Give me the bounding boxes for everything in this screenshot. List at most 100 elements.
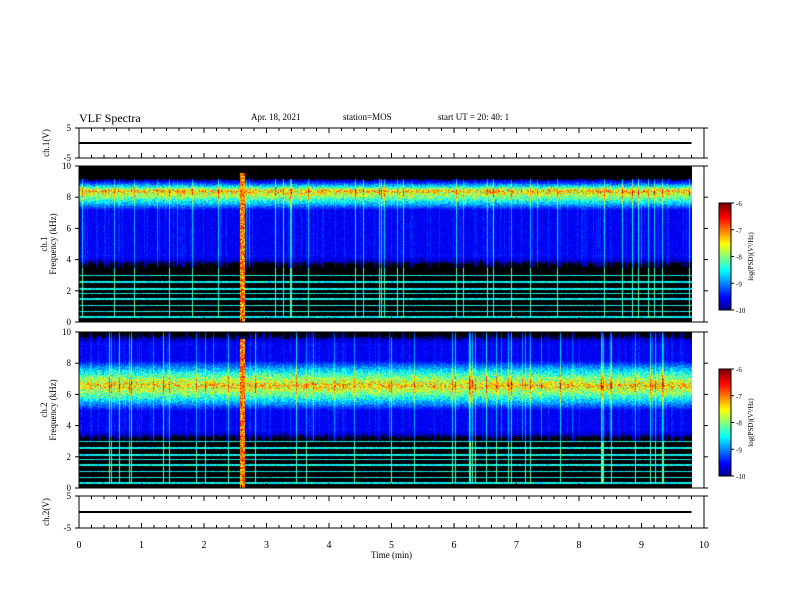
colorbar-cell [719,440,731,443]
colorbar-cell [719,438,731,441]
colorbar-cell [719,467,731,470]
colorbar-tick-label: -9 [736,446,742,454]
colorbar-cell [719,268,731,272]
colorbar-cell [719,227,731,231]
station-label: station=MOS [343,112,392,122]
colorbar-cell [719,456,731,459]
colorbar-cell [719,288,731,291]
colorbar-tick-label: -9 [736,280,742,288]
colorbar-cell [719,468,731,472]
colorbar-cell [719,226,731,229]
colorbar-cell [719,402,731,406]
colorbar-cell [719,208,731,211]
y-tick-label: -5 [64,523,72,533]
colorbar-tick-label: -7 [736,393,742,401]
y-tick-label: 5 [67,123,72,133]
colorbar-cell [719,272,731,275]
colorbar-cell [719,383,731,386]
colorbar-cell [719,372,731,375]
colorbar-cell [719,395,731,399]
colorbar-cell [719,286,731,290]
ch1-waveform-ylabel: ch.1(V) [41,129,51,157]
y-tick-label: -5 [64,153,72,163]
colorbar-cell [719,461,731,465]
colorbar-cell [719,220,731,224]
colorbar-cell [719,235,731,238]
colorbar-cell [719,374,731,377]
y-tick-label: 0 [67,317,72,327]
ch2-waveform-ylabel: ch.2(V) [41,498,51,526]
colorbar-cell [719,408,731,411]
colorbar-cell [719,474,731,477]
colorbar-cell [719,222,731,225]
x-axis-label: Time (min) [371,550,412,560]
colorbar-cell [719,301,731,304]
ch2-spectrogram-image [79,332,692,488]
ch2-spectrogram-ylabel: ch.2 [39,402,49,417]
colorbar-cell [719,406,731,409]
y-tick-label: 8 [67,192,72,202]
colorbar-cell [719,379,731,382]
colorbar-cell [719,392,731,395]
colorbar-cell [719,308,731,311]
colorbar-label: log(PSD)(V²/Hz) [747,398,755,447]
colorbar-cell [719,240,731,243]
colorbar-tick-label: -8 [736,254,742,262]
colorbar-tick-label: -10 [736,307,746,315]
colorbar-cell [719,211,731,215]
colorbar-cell [719,265,731,268]
colorbar-cell [719,252,731,256]
colorbar-cell [719,285,731,288]
colorbar-cell [719,452,731,456]
ch2-spectrogram-ylabel: Frequency (kHz) [48,379,58,440]
colorbar-cell [719,429,731,432]
colorbar-cell [719,415,731,418]
x-tick-label: 8 [577,540,582,551]
colorbar-cell [719,238,731,241]
colorbar-cell [719,213,731,216]
colorbar-cell [719,369,731,372]
colorbar-cell [719,463,731,466]
colorbar-cell [719,376,731,379]
colorbar-cell [719,302,731,306]
colorbar-cell [719,393,731,397]
colorbar-cell [719,206,731,209]
colorbar-cell [719,276,731,279]
y-tick-label: 6 [67,223,72,233]
y-tick-label: 0 [67,483,72,493]
start-time-label: start UT = 20: 40: 1 [438,112,510,122]
colorbar-cell [719,385,731,388]
x-tick-label: 6 [452,540,457,551]
colorbar-cell [719,217,731,220]
colorbar-label: log(PSD)(V²/Hz) [747,232,755,281]
ch2-spectrogram-colorbar: -6 -7 -8 -9 -10 log(PSD)(V²/Hz) [718,366,755,481]
colorbar-cell [719,449,731,452]
x-tick-label: 0 [77,540,82,551]
colorbar-cell [719,256,731,259]
colorbar-cell [719,370,731,374]
colorbar-cell [719,472,731,475]
colorbar-cell [719,397,731,400]
colorbar-cell [719,297,731,300]
colorbar-cell [719,420,731,423]
y-tick-label: 2 [67,452,72,462]
colorbar-cell [719,281,731,284]
ch1-spectrogram-image [79,166,692,322]
colorbar-cell [719,231,731,234]
colorbar-cell [719,454,731,457]
colorbar-cell [719,418,731,422]
colorbar-cell [719,410,731,413]
colorbar-cell [719,236,731,240]
colorbar-tick-label: -10 [736,473,746,481]
colorbar-cell [719,465,731,468]
x-tick-label: 1 [139,540,144,551]
colorbar-cell [719,203,731,206]
colorbar-cell [719,458,731,461]
colorbar-cell [719,433,731,436]
colorbar-cell [719,422,731,425]
colorbar-cell [719,277,731,281]
ch1-spectrogram-colorbar: -6 -7 -8 -9 -10 log(PSD)(V²/Hz) [718,200,755,315]
colorbar-cell [719,242,731,245]
colorbar-tick-label: -8 [736,420,742,428]
colorbar-cell [719,443,731,447]
